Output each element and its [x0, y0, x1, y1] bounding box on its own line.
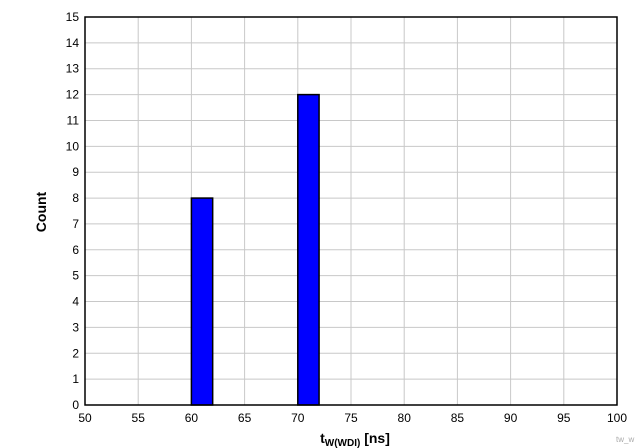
x-tick-label-50: 50 [78, 411, 92, 425]
y-tick-label-10: 10 [66, 139, 80, 153]
y-tick-label-2: 2 [72, 346, 79, 360]
y-tick-label-14: 14 [66, 36, 80, 50]
x-axis-label-subscript: W(WDI) [325, 438, 361, 448]
x-tick-label-60: 60 [185, 411, 199, 425]
y-tick-label-12: 12 [66, 88, 80, 102]
x-tick-labels: 50 55 60 65 70 75 80 85 90 95 100 [78, 411, 627, 425]
y-tick-label-0: 0 [72, 398, 79, 412]
bar-61 [190, 197, 214, 406]
y-tick-label-6: 6 [72, 243, 79, 257]
y-tick-label-7: 7 [72, 217, 79, 231]
bar-71 [297, 93, 320, 406]
watermark-text: tw_w [616, 435, 634, 444]
x-tick-label-55: 55 [132, 411, 146, 425]
x-tick-label-95: 95 [557, 411, 571, 425]
bars [190, 93, 320, 406]
x-tick-label-75: 75 [344, 411, 358, 425]
y-tick-label-4: 4 [72, 295, 79, 309]
y-tick-label-9: 9 [72, 165, 79, 179]
y-tick-label-5: 5 [72, 269, 79, 283]
x-axis-label-unit: [ns] [360, 430, 390, 446]
y-axis-label: Count [33, 191, 49, 232]
grid-lines [84, 16, 618, 406]
x-tick-label-100: 100 [607, 411, 627, 425]
x-axis-label-main: t [320, 430, 325, 446]
x-tick-label-70: 70 [291, 411, 305, 425]
x-axis-label: tW(WDI) [ns] [320, 430, 390, 448]
y-tick-label-3: 3 [72, 320, 79, 334]
x-tick-label-90: 90 [504, 411, 518, 425]
y-tick-label-8: 8 [72, 191, 79, 205]
y-tick-label-13: 13 [66, 62, 80, 76]
x-tick-label-65: 65 [238, 411, 252, 425]
plot-frame [84, 16, 618, 406]
x-tick-label-80: 80 [398, 411, 412, 425]
y-tick-label-1: 1 [72, 372, 79, 386]
x-tick-label-85: 85 [451, 411, 465, 425]
y-tick-label-15: 15 [66, 10, 80, 24]
y-tick-label-11: 11 [67, 113, 80, 127]
